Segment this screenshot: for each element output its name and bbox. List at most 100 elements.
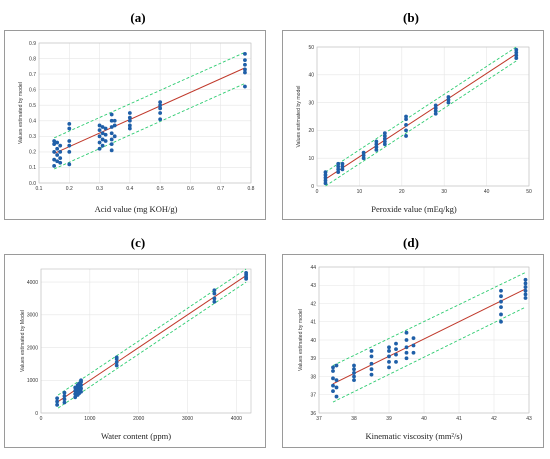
plot-area — [38, 42, 252, 184]
data-point — [361, 156, 366, 161]
data-point — [103, 139, 108, 143]
data-point — [67, 121, 72, 126]
data-point — [499, 319, 503, 324]
y-tick-label: 4000 — [27, 280, 38, 286]
data-point — [112, 134, 117, 139]
x-tick-label: 39 — [386, 416, 392, 422]
data-point — [382, 134, 387, 138]
data-point — [411, 336, 416, 341]
data-point — [340, 167, 345, 172]
data-point — [382, 142, 387, 147]
y-axis-label: Values estimated by model — [296, 86, 302, 148]
x-tick-label: 0 — [316, 189, 319, 195]
data-point — [109, 137, 114, 142]
x-tick-label: 42 — [491, 416, 497, 422]
data-point — [79, 389, 83, 394]
data-point — [243, 62, 247, 67]
data-point — [446, 95, 451, 99]
data-point — [523, 292, 528, 297]
data-point — [352, 378, 356, 383]
y-axis-label: Values estimated by model — [18, 82, 24, 144]
data-point — [336, 161, 341, 166]
data-point — [58, 149, 63, 154]
y-tick-label: 0.8 — [29, 56, 36, 62]
data-point — [499, 294, 503, 299]
data-point — [158, 100, 163, 105]
data-point — [243, 70, 247, 75]
data-point — [55, 140, 60, 145]
y-tick-label: 20 — [308, 128, 314, 134]
panel-d-frame: 37 38 39 40 41 42 43 36 37 38 39 40 41 42 43 44 Values e… — [282, 254, 544, 448]
data-point — [404, 338, 409, 342]
data-point — [67, 139, 72, 143]
data-point — [114, 360, 119, 365]
panel-b-xlabel: Peroxide value (mEq/kg) — [371, 204, 457, 214]
data-point — [387, 349, 391, 353]
data-point — [334, 363, 339, 368]
data-point — [62, 397, 67, 402]
data-point — [323, 175, 328, 180]
x-tick-label: 3000 — [182, 416, 193, 422]
y-tick-label: 50 — [308, 45, 314, 51]
x-tick-label: 0.4 — [126, 186, 133, 192]
data-point — [158, 103, 163, 108]
data-point — [433, 106, 438, 111]
data-point — [67, 126, 72, 131]
data-point — [323, 170, 328, 175]
y-tick-label: 44 — [310, 265, 316, 271]
data-point — [62, 394, 67, 398]
data-point — [499, 312, 503, 317]
x-tick-label: 30 — [441, 189, 447, 195]
data-point — [212, 299, 217, 304]
data-point — [243, 58, 247, 63]
data-point — [352, 363, 356, 368]
data-point — [73, 395, 78, 400]
data-point — [404, 122, 408, 127]
y-tick-label: 36 — [310, 411, 316, 417]
data-point — [55, 146, 60, 151]
y-tick-label: 0.3 — [29, 134, 36, 140]
data-point — [336, 170, 341, 175]
data-point — [334, 378, 339, 383]
data-point — [331, 365, 335, 370]
y-tick-label: 2000 — [27, 345, 38, 351]
data-point — [369, 349, 374, 353]
data-point — [523, 296, 528, 300]
data-point — [394, 347, 398, 352]
data-point — [58, 143, 63, 148]
panel-c-chart: 0 1000 2000 3000 4000 0 1000 2000 3000 4000 Values… — [20, 268, 252, 422]
data-point — [404, 117, 408, 122]
y-tick-label: 43 — [310, 283, 316, 289]
data-point — [67, 162, 72, 167]
data-point — [112, 123, 117, 128]
data-point — [331, 389, 335, 393]
panel-a-xlabel: Acid value (mg KOH/g) — [94, 204, 178, 214]
y-tick-label: 42 — [310, 301, 316, 307]
data-point — [243, 84, 247, 89]
data-point — [394, 341, 398, 346]
y-tick-label: 1000 — [27, 378, 38, 384]
data-point — [243, 51, 247, 56]
data-point — [323, 181, 328, 186]
plot-area — [318, 266, 530, 414]
x-tick-label: 0.8 — [248, 186, 255, 192]
y-tick-label: 3000 — [27, 313, 38, 319]
data-point — [523, 281, 528, 286]
y-tick-label: 0.9 — [29, 41, 36, 47]
data-point — [411, 350, 416, 355]
lower-prediction-band — [332, 306, 526, 403]
x-tick-label: 10 — [357, 189, 363, 195]
y-tick-label: 0.6 — [29, 87, 36, 93]
y-tick-label: 38 — [310, 374, 316, 380]
data-point — [331, 376, 335, 381]
data-point — [340, 161, 345, 166]
data-point — [336, 164, 341, 169]
data-point — [114, 355, 119, 360]
data-point — [523, 285, 528, 289]
lower-prediction-band — [325, 60, 517, 187]
x-tick-label: 0 — [40, 416, 43, 422]
data-point — [331, 369, 335, 373]
data-point — [52, 139, 57, 143]
lower-prediction-band — [53, 83, 246, 170]
data-point — [109, 148, 114, 153]
